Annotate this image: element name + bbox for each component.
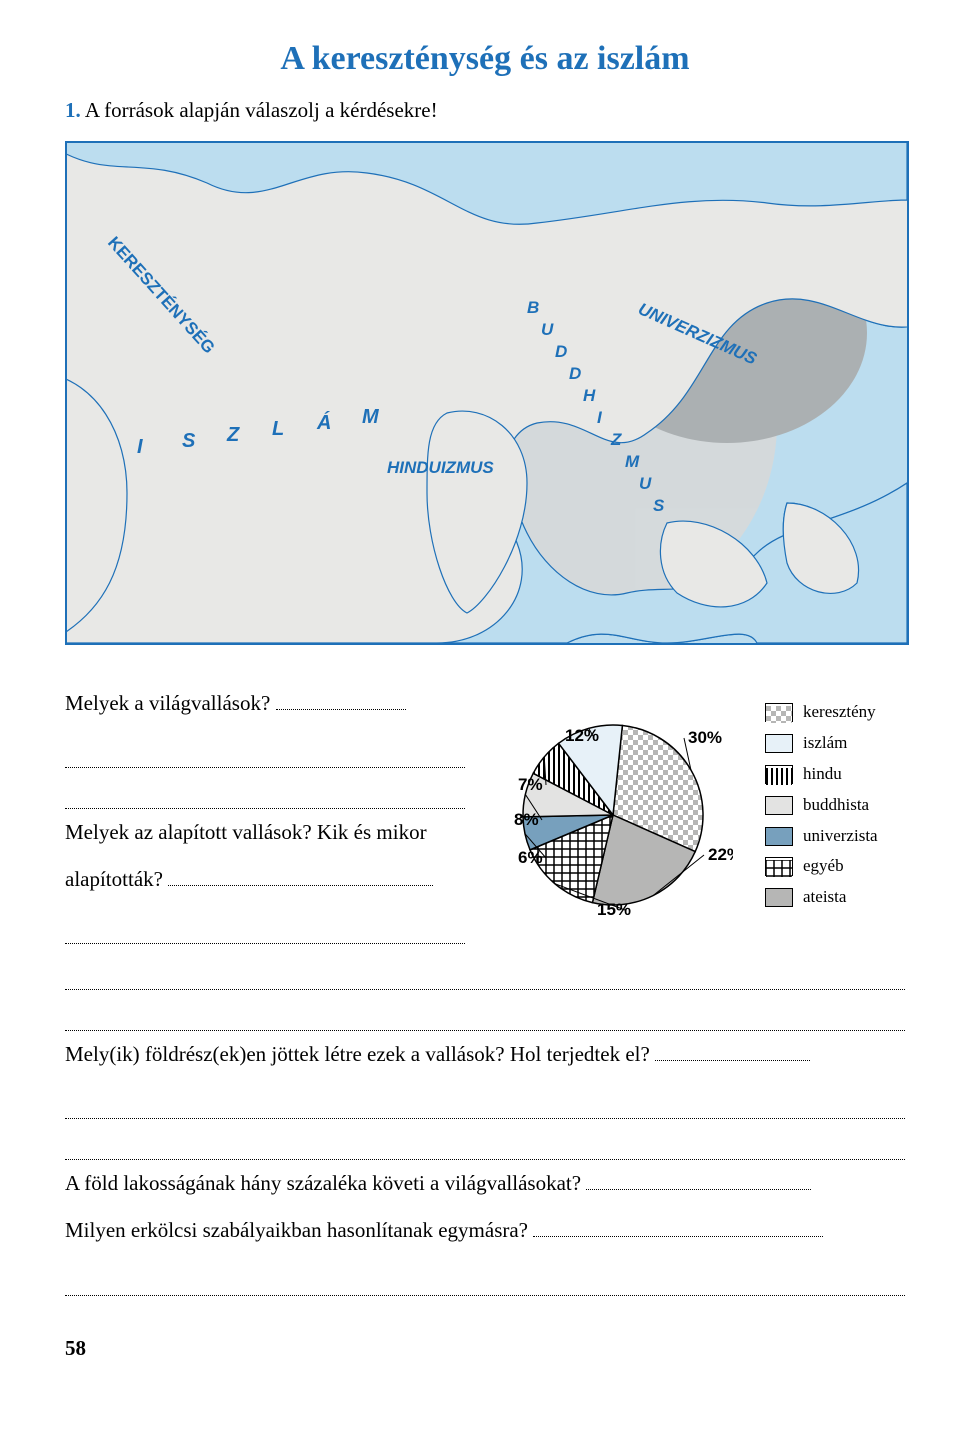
- legend-item-iszlám: iszlám: [765, 729, 905, 758]
- legend-item-ateista: ateista: [765, 883, 905, 912]
- svg-text:Z: Z: [610, 430, 622, 449]
- legend-swatch: [765, 888, 793, 907]
- svg-text:D: D: [569, 364, 581, 383]
- svg-text:M: M: [625, 452, 640, 471]
- legend-label: iszlám: [803, 729, 847, 758]
- svg-text:I: I: [137, 436, 143, 458]
- legend-item-univerzista: univerzista: [765, 822, 905, 851]
- svg-text:L: L: [272, 418, 284, 440]
- svg-text:D: D: [555, 342, 567, 361]
- legend-label: egyéb: [803, 852, 844, 881]
- page-title: A kereszténység és az iszlám: [65, 40, 905, 78]
- exercise-prompt: 1. A források alapján válaszolj a kérdés…: [65, 98, 905, 123]
- svg-text:U: U: [639, 474, 652, 493]
- legend-swatch: [765, 765, 793, 784]
- legend-swatch: [765, 734, 793, 753]
- svg-text:S: S: [182, 430, 196, 452]
- exercise-number: 1.: [65, 98, 81, 122]
- legend-swatch: [765, 703, 793, 722]
- svg-text:HINDUIZMUS: HINDUIZMUS: [387, 458, 494, 477]
- question-2a: Melyek az alapított vallások? Kik és mik…: [65, 820, 427, 844]
- svg-text:Z: Z: [226, 424, 240, 446]
- question-2b: alapították?: [65, 867, 163, 891]
- question-5: Milyen erkölcsi szabályaikban hasonlítan…: [65, 1218, 528, 1242]
- legend-label: keresztény: [803, 698, 876, 727]
- legend-label: ateista: [803, 883, 846, 912]
- pie-label-hindu: 7%: [518, 775, 543, 794]
- svg-text:S: S: [653, 496, 665, 515]
- pie-label-univerzista: 6%: [518, 848, 543, 867]
- question-1: Melyek a világvallások?: [65, 691, 270, 715]
- pie-svg: 30% 22% 15% 6% 8% 7% 12%: [498, 705, 733, 925]
- legend-swatch: [765, 857, 793, 876]
- legend-swatch: [765, 827, 793, 846]
- questions-left-block: Melyek a világvallások? Melyek az alapít…: [65, 680, 465, 944]
- legend-label: hindu: [803, 760, 842, 789]
- legend-swatch: [765, 796, 793, 815]
- pie-chart: 30% 22% 15% 6% 8% 7% 12%: [490, 680, 740, 944]
- page-number: 58: [65, 1336, 905, 1361]
- legend-label: buddhista: [803, 791, 869, 820]
- exercise-text: A források alapján válaszolj a kérdésekr…: [85, 98, 438, 122]
- svg-text:H: H: [583, 386, 596, 405]
- question-4: A föld lakosságának hány százaléka követ…: [65, 1171, 581, 1195]
- pie-legend: keresztényiszlám hindubuddhistauniverzis…: [765, 680, 905, 944]
- religion-map: KERESZTÉNYSÉG ISZLÁM HINDUIZMUS BUDDHIZM…: [65, 141, 909, 645]
- map-svg: KERESZTÉNYSÉG ISZLÁM HINDUIZMUS BUDDHIZM…: [67, 143, 907, 643]
- svg-text:M: M: [362, 406, 380, 428]
- svg-text:U: U: [541, 320, 554, 339]
- svg-text:B: B: [527, 298, 539, 317]
- pie-label-buddhista: 8%: [514, 810, 539, 829]
- pie-label-keresztény: 30%: [688, 728, 722, 747]
- pie-label-egyéb: 15%: [597, 900, 631, 919]
- legend-label: univerzista: [803, 822, 878, 851]
- question-3: Mely(ik) földrész(ek)en jöttek létre eze…: [65, 1042, 650, 1066]
- questions-full-block: Mely(ik) földrész(ek)en jöttek létre eze…: [65, 949, 905, 1295]
- legend-item-keresztény: keresztény: [765, 698, 905, 727]
- pie-label-ateista: 22%: [708, 845, 733, 864]
- legend-item-hindu: hindu: [765, 760, 905, 789]
- legend-item-buddhista: buddhista: [765, 791, 905, 820]
- legend-item-egyéb: egyéb: [765, 852, 905, 881]
- pie-label-iszlám: 12%: [565, 726, 599, 745]
- svg-text:Á: Á: [316, 411, 331, 434]
